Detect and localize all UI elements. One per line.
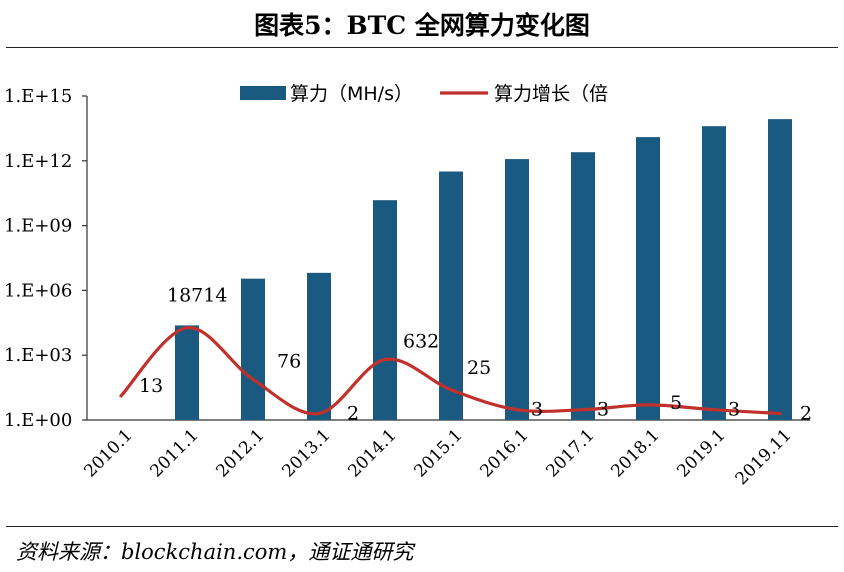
growth-line [119,326,782,416]
x-tick-label: 2016.1 [476,425,532,481]
growth-data-label: 2 [800,402,812,424]
x-tick-label: 2018.1 [607,425,663,481]
growth-data-label: 2 [347,402,359,424]
y-tick-label: 1.E+15 [4,86,72,107]
source-divider [6,526,838,527]
growth-data-label: 25 [467,357,491,379]
title-divider [6,47,838,48]
y-tick-label: 1.E+03 [4,345,72,366]
x-tick-label: 2019.11 [732,425,796,489]
legend-label-line: 算力增长（倍 [494,83,608,105]
bar [636,137,660,420]
growth-data-label: 632 [403,331,439,353]
growth-data-label: 3 [531,399,543,421]
bar [571,152,595,420]
growth-data-label: 13 [139,375,163,397]
x-tick-label: 2014.1 [344,425,400,481]
growth-data-label: 5 [670,392,682,414]
bar [307,272,331,420]
bar [241,278,265,420]
bar [768,119,792,421]
y-tick-label: 1.E+09 [4,216,72,237]
bar [373,200,397,420]
chart-title: 图表5：BTC 全网算力变化图 [254,11,590,40]
growth-data-label: 3 [597,399,609,421]
bar [702,126,726,421]
y-tick-label: 1.E+00 [4,410,72,431]
legend-swatch-bar [240,86,286,100]
x-tick-label: 2019.1 [673,425,729,481]
y-tick-label: 1.E+12 [4,151,72,172]
x-tick-label: 2010.1 [80,425,136,481]
growth-data-label: 3 [728,399,740,421]
bar [439,171,463,420]
bar [175,325,199,420]
y-tick-label: 1.E+06 [4,280,72,301]
growth-data-label: 76 [277,350,301,372]
x-tick-label: 2012.1 [212,425,268,481]
bar [505,159,529,420]
growth-data-label: 18714 [167,285,227,307]
x-tick-label: 2015.1 [410,425,466,481]
x-tick-label: 2013.1 [278,425,334,481]
legend-label-bar: 算力（MH/s） [290,83,413,105]
x-tick-label: 2017.1 [542,425,598,481]
x-tick-label: 2011.1 [146,425,202,481]
source-note: 资料来源：blockchain.com，通证通研究 [16,540,414,564]
